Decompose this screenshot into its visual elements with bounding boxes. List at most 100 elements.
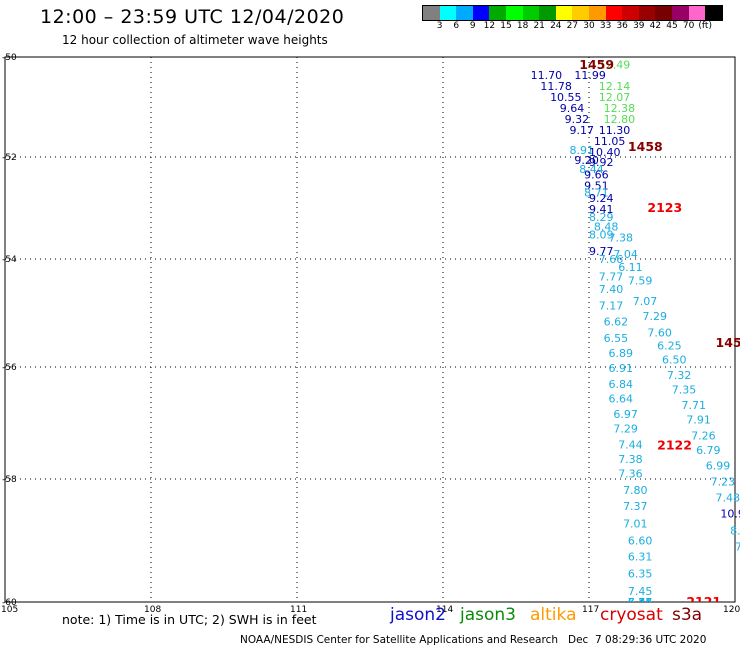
color-scale-cell xyxy=(439,6,457,20)
longitude-label: 114 xyxy=(436,605,453,615)
color-scale-cell xyxy=(505,6,523,20)
wave-height-value: 12.80 xyxy=(604,113,636,126)
wave-height-value: 9.41 xyxy=(589,203,614,216)
wave-height-value: 6.84 xyxy=(608,378,633,391)
color-scale-label: 70 xyxy=(682,21,695,31)
footer-note: note: 1) Time is in UTC; 2) SWH is in fe… xyxy=(62,612,317,627)
color-scale-cell xyxy=(688,6,706,20)
wave-height-value: 7.25 xyxy=(628,596,653,609)
wave-height-value: 9.20 xyxy=(574,154,599,167)
wave-height-value: 6.25 xyxy=(657,339,682,352)
wave-height-value: 7.38 xyxy=(618,453,643,466)
wave-height-value: 7.29 xyxy=(643,310,668,323)
color-scale-cell xyxy=(671,6,689,20)
wave-height-value: 7.60 xyxy=(647,326,672,339)
wave-height-value: 8.15 xyxy=(730,525,740,538)
wave-height-value: 6.35 xyxy=(628,568,653,581)
color-scale-label: 12 xyxy=(483,21,496,31)
color-scale-label: 21 xyxy=(533,21,545,31)
wave-height-value: 12.38 xyxy=(604,102,636,115)
wave-height-value: 11.70 xyxy=(531,69,563,82)
longitude-label: 111 xyxy=(290,605,307,615)
wave-height-value: 9.66 xyxy=(584,168,609,181)
color-scale-cell xyxy=(456,6,473,20)
wave-height-value: 7.36 xyxy=(618,467,643,480)
wave-height-value: 6.79 xyxy=(696,444,721,457)
color-scale-cell xyxy=(489,6,506,20)
pass-time-label: 2123 xyxy=(647,200,682,215)
wave-height-value: 6.31 xyxy=(628,550,653,563)
wave-height-value: 7.40 xyxy=(599,283,624,296)
wave-height-value: 7.37 xyxy=(623,500,648,513)
wave-height-value: 10.91 xyxy=(720,507,740,520)
wave-height-value: 9.64 xyxy=(560,102,585,115)
pass-time-label: 2122 xyxy=(657,437,692,452)
wave-height-value: 7.44 xyxy=(618,438,643,451)
wave-height-value: 7.48 xyxy=(716,491,740,504)
pass-time-label: 1459 xyxy=(579,57,614,72)
wave-height-value: 6.54 xyxy=(628,596,653,609)
wave-height-value: 7.80 xyxy=(623,484,648,497)
pass-time-label: 1458 xyxy=(628,139,663,154)
wave-height-value: 7.0 xyxy=(735,541,740,554)
color-scale-bar xyxy=(422,5,723,21)
legend-altika: altika xyxy=(530,605,577,625)
wave-height-value: 12.49 xyxy=(599,59,631,72)
wave-height-value: 7.91 xyxy=(686,414,711,427)
wave-height-value: 9.32 xyxy=(565,113,590,126)
wave-height-value: 7.26 xyxy=(691,429,716,442)
color-scale-label: 36 xyxy=(616,21,628,31)
wave-height-value: 6.99 xyxy=(706,460,731,473)
wave-height-value: 11.30 xyxy=(599,124,631,137)
color-scale-cell xyxy=(472,6,490,20)
color-scale-label: 3 xyxy=(436,21,443,31)
wave-height-value: 8.71 xyxy=(584,187,609,200)
wave-height-value: 7.71 xyxy=(681,399,706,412)
legend-jason2: jason2 xyxy=(390,605,446,625)
wave-height-value: 8.29 xyxy=(589,211,614,224)
wave-height-value: 9.24 xyxy=(589,192,614,205)
wave-height-value: 7.14 xyxy=(628,596,653,609)
pass-time-label: 2121 xyxy=(686,594,721,609)
wave-height-value: 9.17 xyxy=(570,124,595,137)
wave-height-value: 7.66 xyxy=(599,253,624,266)
wave-height-value: 7.45 xyxy=(628,585,653,598)
longitude-label: 117 xyxy=(582,605,599,615)
color-scale-label: 27 xyxy=(566,21,579,31)
wave-height-value: 6.91 xyxy=(608,362,633,375)
latitude-label: -60 xyxy=(2,598,17,608)
map-frame xyxy=(4,56,736,603)
color-scale-cell xyxy=(539,6,556,20)
wave-height-value: 6.45 xyxy=(628,596,653,609)
latitude-label: -54 xyxy=(2,255,17,265)
page-title: 12:00 – 23:59 UTC 12/04/2020 xyxy=(40,6,345,28)
latitude-label: -50 xyxy=(2,53,17,63)
wave-height-value: 10.55 xyxy=(550,91,582,104)
longitude-label: 120 xyxy=(723,605,740,615)
color-scale-label: 42 xyxy=(649,21,662,31)
latitude-label: -52 xyxy=(2,153,17,163)
color-scale-cell xyxy=(605,6,623,20)
wave-height-value: 7.01 xyxy=(623,517,648,530)
wave-height-value: 8.48 xyxy=(594,220,619,233)
color-scale-label: (ft) xyxy=(698,21,712,31)
wave-height-value: 11.99 xyxy=(574,69,606,82)
wave-height-value: 7.35 xyxy=(672,383,697,396)
page-subtitle: 12 hour collection of altimeter wave hei… xyxy=(62,33,328,47)
wave-height-value: 6.46 xyxy=(628,596,653,609)
wave-height-value: 10.40 xyxy=(589,146,621,159)
pass-time-label: 1457 xyxy=(716,335,740,350)
wave-height-value: 9.92 xyxy=(589,156,614,169)
wave-height-value: 7.29 xyxy=(613,423,638,436)
color-scale-label: 45 xyxy=(666,21,678,31)
color-scale-cell xyxy=(588,6,606,20)
color-scale-label: 33 xyxy=(599,21,612,31)
wave-height-value: 9.77 xyxy=(589,245,614,258)
wave-height-value: 7.17 xyxy=(599,299,624,312)
latitude-label: -58 xyxy=(2,475,17,485)
color-scale-label: 6 xyxy=(453,21,460,31)
color-scale-label: 24 xyxy=(550,21,562,31)
wave-height-value: 9.51 xyxy=(584,180,609,193)
color-scale-label: 39 xyxy=(633,21,645,31)
